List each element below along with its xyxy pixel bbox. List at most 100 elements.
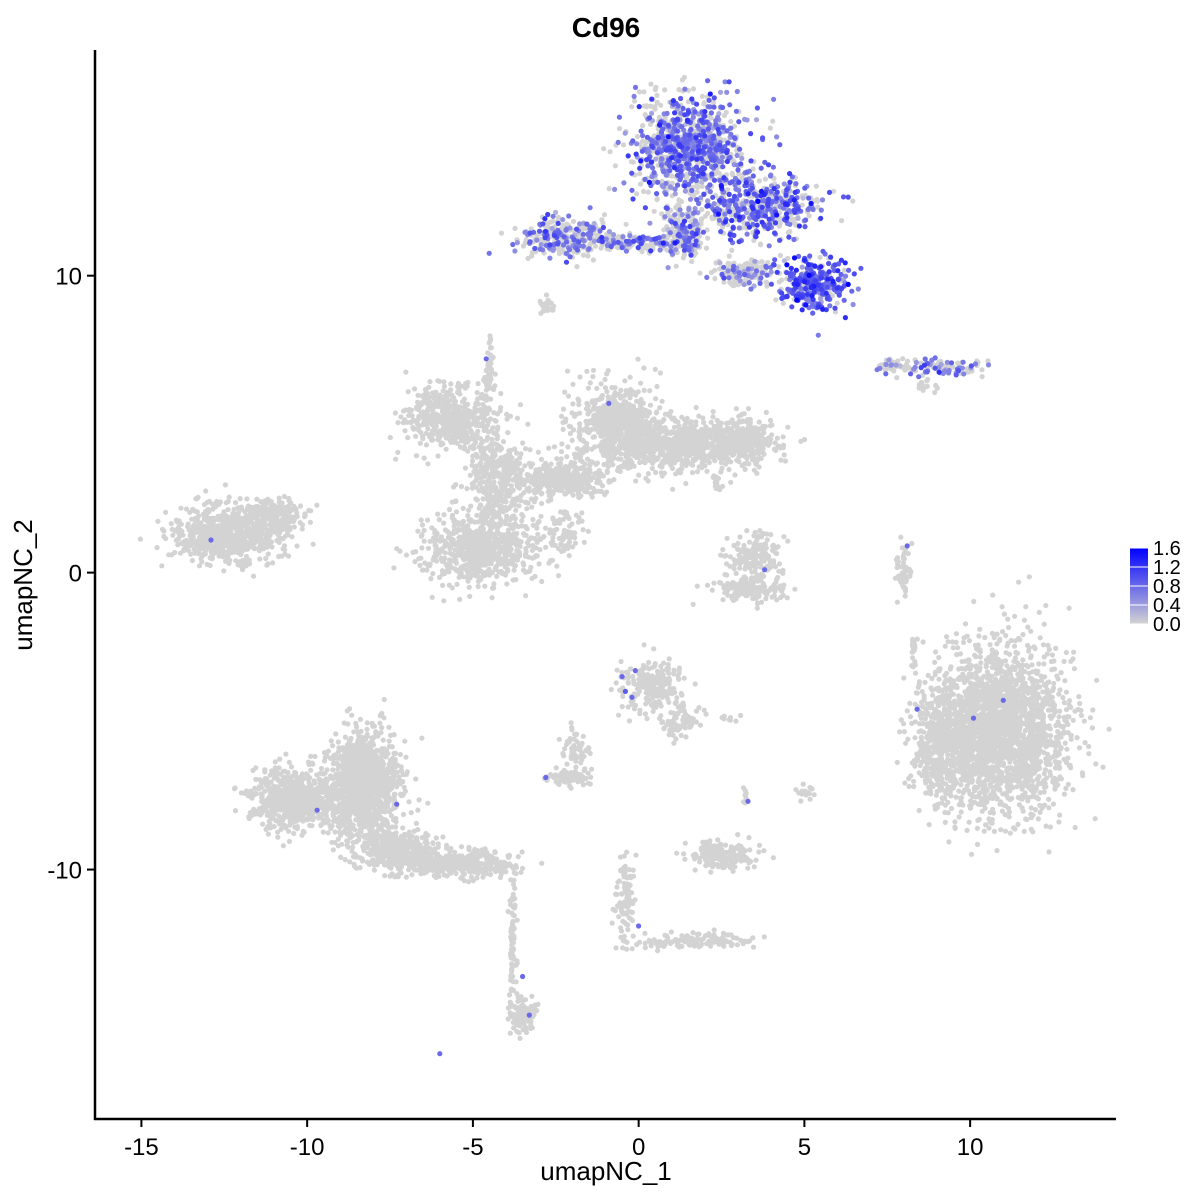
cell-point xyxy=(381,696,387,703)
cell-point xyxy=(508,973,514,980)
cell-point xyxy=(1049,652,1055,658)
cell-point xyxy=(762,176,769,182)
cell-point xyxy=(257,777,263,783)
cell-point xyxy=(730,283,736,289)
cell-point xyxy=(259,791,265,798)
cell-point xyxy=(398,791,404,797)
cell-point xyxy=(452,863,458,869)
cell-point xyxy=(601,146,607,152)
cell-point xyxy=(360,791,366,797)
cell-point xyxy=(350,747,356,753)
cell-point xyxy=(936,676,942,682)
cell-point xyxy=(480,874,486,880)
cell-point xyxy=(356,780,362,787)
cell-point xyxy=(415,843,421,849)
cell-point xyxy=(513,962,519,968)
cell-point xyxy=(1082,740,1088,746)
cell-point xyxy=(1061,791,1067,797)
cell-point xyxy=(398,845,404,851)
cell-point xyxy=(599,217,605,223)
cell-point xyxy=(356,733,362,739)
cell-point xyxy=(280,843,286,849)
cell-point xyxy=(385,837,391,843)
cell-point xyxy=(276,765,282,771)
cell-point xyxy=(705,235,711,241)
cell-point xyxy=(330,811,336,817)
cell-point xyxy=(648,81,654,87)
cell-point xyxy=(341,817,347,823)
cell-point xyxy=(1036,661,1042,667)
cell-point xyxy=(357,827,363,834)
cell-point xyxy=(950,364,956,370)
cell-point xyxy=(1037,635,1043,641)
cell-point xyxy=(482,861,488,867)
cell-point xyxy=(365,832,371,838)
cell-point xyxy=(401,831,408,837)
cell-point xyxy=(550,218,556,224)
cell-point xyxy=(474,855,480,861)
cell-point xyxy=(776,223,782,229)
cell-point xyxy=(272,759,278,765)
cell-point xyxy=(389,783,395,789)
cell-point xyxy=(253,765,259,771)
cell-point xyxy=(1025,798,1031,804)
cell-point xyxy=(717,266,723,272)
cell-point xyxy=(341,778,347,784)
cell-point xyxy=(361,820,367,827)
cell-point xyxy=(407,835,414,841)
cell-point xyxy=(359,858,366,864)
cell-point xyxy=(354,724,360,730)
cell-point xyxy=(979,367,985,373)
cell-point xyxy=(520,243,527,249)
cell-point xyxy=(395,866,402,872)
cell-point xyxy=(418,871,424,877)
cell-point xyxy=(689,258,695,265)
cell-point xyxy=(466,867,472,874)
cell-point xyxy=(1077,700,1083,707)
cell-point xyxy=(356,767,362,773)
cell-point xyxy=(1012,613,1018,619)
cell-point xyxy=(390,806,396,812)
cell-point xyxy=(716,170,722,176)
cell-point xyxy=(347,768,354,774)
cell-point xyxy=(357,716,363,723)
cell-point xyxy=(466,847,472,853)
cell-point xyxy=(373,796,379,802)
cell-point xyxy=(369,720,375,727)
cell-point xyxy=(392,791,398,797)
cell-point xyxy=(400,811,407,818)
cell-point xyxy=(632,98,638,104)
cell-point xyxy=(977,626,983,632)
cell-point xyxy=(369,769,375,776)
cell-point xyxy=(317,795,324,801)
cell-point xyxy=(1046,796,1052,802)
cell-point xyxy=(834,300,840,306)
cell-point xyxy=(246,814,252,820)
cell-point xyxy=(312,753,318,760)
cell-point xyxy=(964,827,970,834)
cell-point xyxy=(509,1014,515,1020)
cell-point xyxy=(1036,609,1042,616)
cell-point xyxy=(750,166,756,172)
cell-point xyxy=(1089,725,1095,731)
cell-point xyxy=(333,771,339,777)
cell-point xyxy=(699,206,705,213)
cell-point xyxy=(315,815,322,821)
cell-point xyxy=(955,645,961,651)
cell-point xyxy=(268,779,274,785)
cell-point xyxy=(351,743,357,749)
cell-point xyxy=(293,811,299,817)
cell-point xyxy=(369,857,375,864)
cell-point xyxy=(275,834,281,840)
cell-point xyxy=(694,189,700,195)
cell-point xyxy=(398,870,404,876)
cell-point xyxy=(509,1003,515,1009)
cell-point xyxy=(654,196,660,202)
cell-point xyxy=(529,993,535,999)
cell-point xyxy=(1062,740,1068,746)
cell-point xyxy=(265,802,271,808)
cell-point xyxy=(634,133,641,140)
cell-point xyxy=(368,764,374,771)
cell-point xyxy=(882,367,888,373)
cell-point xyxy=(346,752,353,758)
